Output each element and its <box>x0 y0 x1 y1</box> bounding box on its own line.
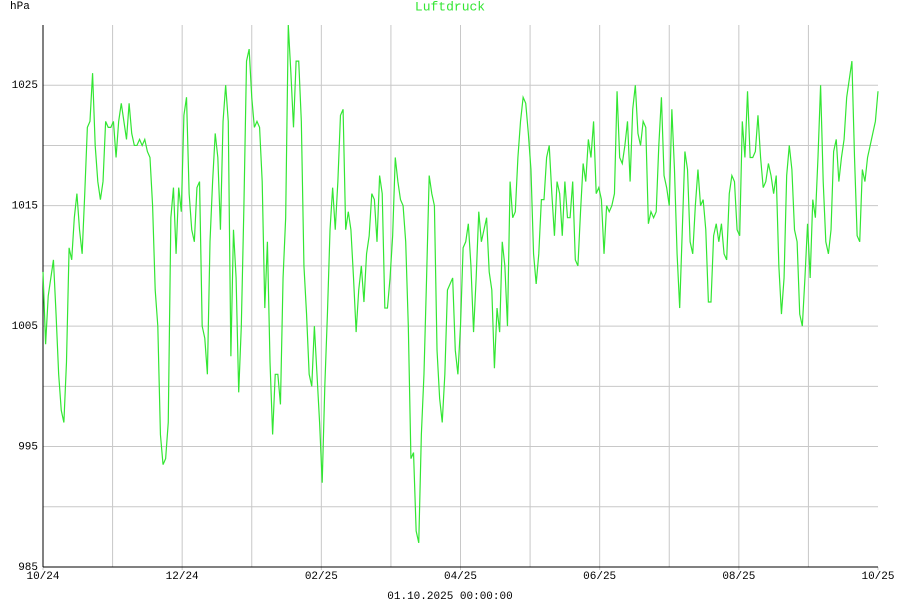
x-tick-label: 04/25 <box>444 571 477 583</box>
y-tick-label: 1025 <box>12 80 38 92</box>
x-tick-label: 12/24 <box>166 571 199 583</box>
y-axis-label: hPa <box>10 1 30 13</box>
y-tick-label: 985 <box>18 562 38 574</box>
y-tick-label: 1005 <box>12 321 38 333</box>
x-tick-label: 02/25 <box>305 571 338 583</box>
x-tick-label: 10/24 <box>26 571 59 583</box>
x-axis-label: 01.10.2025 00:00:00 <box>387 591 512 600</box>
y-tick-label: 1015 <box>12 201 38 213</box>
x-tick-label: 10/25 <box>861 571 894 583</box>
y-tick-label: 995 <box>18 441 38 453</box>
x-tick-label: 06/25 <box>583 571 616 583</box>
data-line <box>42 24 879 544</box>
chart-title: Luftdruck <box>415 0 485 14</box>
x-tick-label: 08/25 <box>722 571 755 583</box>
